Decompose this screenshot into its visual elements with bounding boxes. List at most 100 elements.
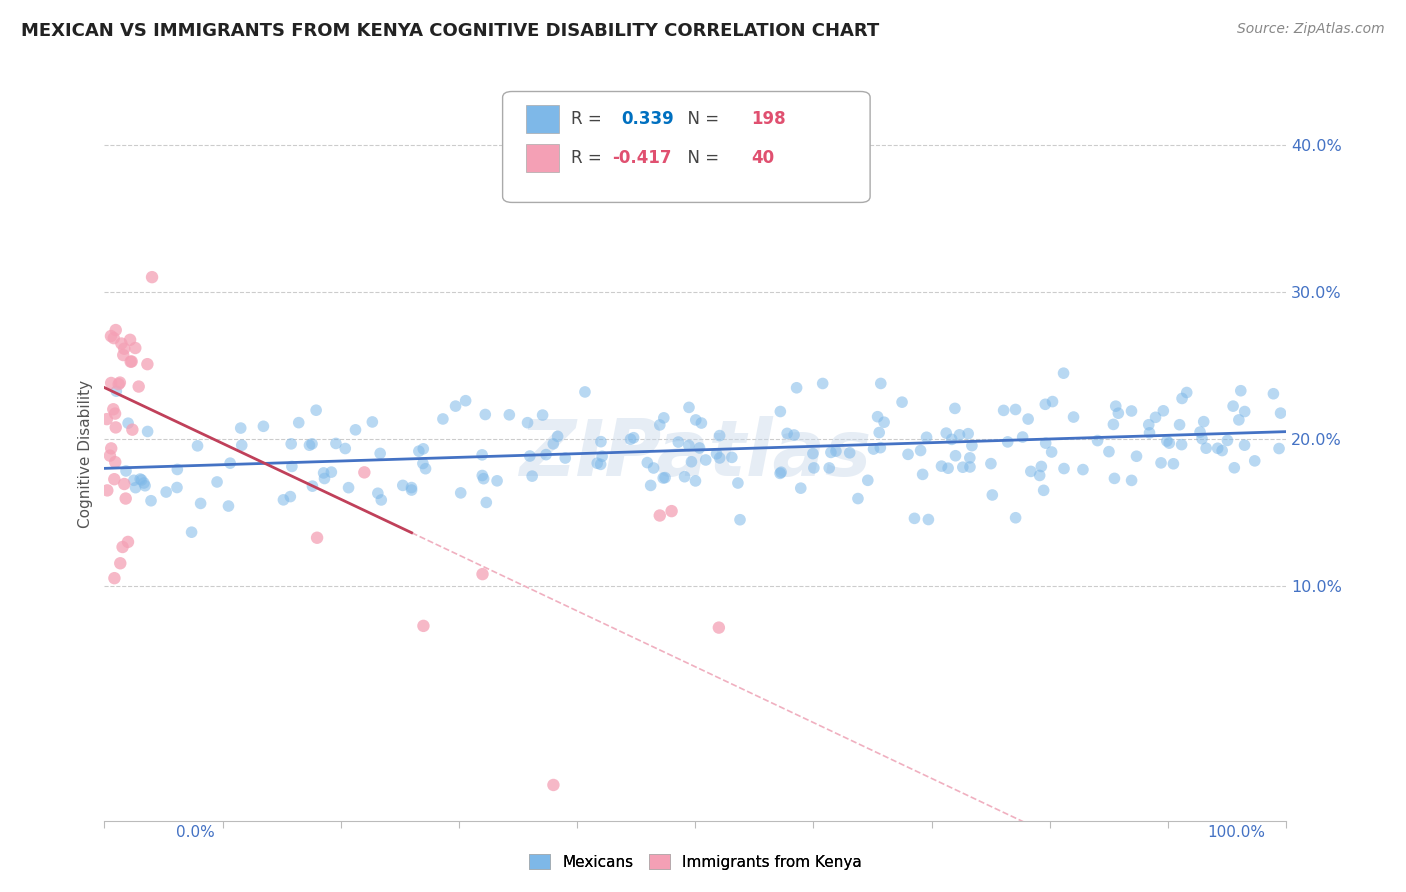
Point <box>1004 402 1026 417</box>
Point <box>1216 434 1239 448</box>
Text: R =: R = <box>571 111 607 128</box>
Point <box>391 478 413 492</box>
Point <box>945 449 967 463</box>
Text: -0.417: -0.417 <box>613 149 672 168</box>
Point <box>450 486 472 500</box>
Point <box>1270 406 1292 420</box>
Point <box>619 432 641 446</box>
Point <box>721 450 744 465</box>
Point <box>1063 410 1085 425</box>
Point <box>141 270 163 285</box>
Point <box>370 492 392 507</box>
Point <box>636 456 658 470</box>
Point <box>856 473 879 487</box>
Point <box>681 455 703 469</box>
Point <box>1163 457 1185 471</box>
Point <box>301 479 323 493</box>
Point <box>678 438 700 452</box>
Point <box>1004 510 1026 524</box>
Point <box>1032 483 1054 498</box>
Point <box>685 474 707 488</box>
Point <box>948 427 970 442</box>
FancyBboxPatch shape <box>526 145 560 172</box>
Point <box>776 426 799 441</box>
Point <box>520 469 543 483</box>
Point <box>1040 445 1063 459</box>
Point <box>952 460 974 475</box>
Text: 198: 198 <box>751 111 786 128</box>
Point <box>1170 437 1192 451</box>
Point <box>709 428 731 442</box>
Point <box>654 470 676 484</box>
Point <box>129 472 152 486</box>
Point <box>993 403 1015 417</box>
Point <box>554 450 576 465</box>
Point <box>790 481 813 495</box>
Point <box>408 444 430 458</box>
Point <box>471 567 494 582</box>
Point <box>769 467 792 481</box>
Point <box>1125 449 1147 463</box>
Point <box>120 354 142 368</box>
Point <box>1052 366 1074 380</box>
Point <box>112 477 135 491</box>
Point <box>960 439 983 453</box>
Point <box>103 402 125 417</box>
Point <box>190 496 212 510</box>
Point <box>648 508 671 523</box>
Point <box>678 401 700 415</box>
Point <box>1229 384 1251 398</box>
Point <box>432 412 454 426</box>
Point <box>769 404 792 418</box>
Point <box>229 421 252 435</box>
Point <box>1053 461 1076 475</box>
Point <box>112 348 135 362</box>
Point <box>1243 454 1265 468</box>
Point <box>1227 413 1250 427</box>
Point <box>803 461 825 475</box>
Point <box>103 472 125 486</box>
Point <box>1222 399 1244 413</box>
Text: N =: N = <box>678 111 725 128</box>
Point <box>838 446 860 460</box>
Text: N =: N = <box>678 149 725 168</box>
Point <box>534 448 557 462</box>
Point <box>783 428 806 442</box>
Point <box>278 490 301 504</box>
Point <box>186 439 208 453</box>
Point <box>516 416 538 430</box>
Point <box>1139 425 1161 440</box>
Point <box>166 462 188 476</box>
Point <box>444 399 467 413</box>
Point <box>180 525 202 540</box>
Point <box>547 429 569 443</box>
Point <box>128 379 150 393</box>
Point <box>108 376 131 390</box>
Point <box>1107 406 1129 420</box>
Point <box>652 410 675 425</box>
Point <box>96 412 118 426</box>
Point <box>307 531 329 545</box>
Text: 40: 40 <box>751 149 773 168</box>
Point <box>862 442 884 456</box>
Point <box>981 488 1004 502</box>
Point <box>1233 404 1256 418</box>
Point <box>689 441 711 455</box>
Point <box>368 446 391 460</box>
Point <box>728 513 751 527</box>
Point <box>136 425 159 439</box>
Point <box>586 456 609 470</box>
Point <box>114 491 136 506</box>
Point <box>1152 404 1174 418</box>
Point <box>205 475 228 489</box>
Point <box>117 416 139 430</box>
Point <box>1168 417 1191 432</box>
Point <box>690 416 713 430</box>
Point <box>643 461 665 475</box>
Point <box>820 445 842 459</box>
Point <box>1087 434 1109 448</box>
Point <box>1031 459 1053 474</box>
Point <box>868 425 890 440</box>
Point <box>589 458 612 472</box>
Point <box>873 415 896 429</box>
